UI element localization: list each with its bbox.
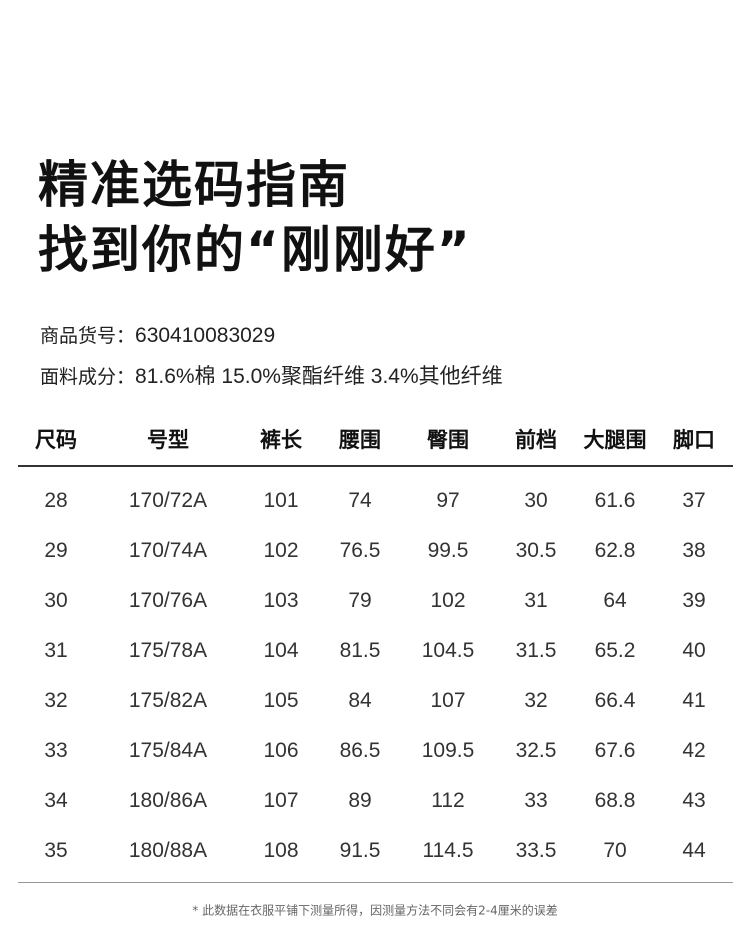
table-cell: 33	[44, 739, 68, 762]
table-cell: 30.5	[515, 539, 557, 562]
table-cell: 175/84A	[128, 739, 208, 762]
table-cell: 170/72A	[128, 489, 208, 512]
fabric-info: 面料成分：81.6%棉 15.0%聚酯纤维 3.4%其他纤维	[40, 366, 503, 387]
sku-label: 商品货号：	[40, 325, 136, 347]
header-divider	[18, 465, 733, 467]
fabric-label: 面料成分：	[40, 366, 136, 388]
table-cell: 33.5	[515, 839, 557, 862]
table-cell: 101	[263, 489, 299, 512]
table-cell: 39	[682, 589, 706, 612]
table-cell: 107	[430, 689, 466, 712]
table-cell: 32	[524, 689, 548, 712]
table-cell: 37	[682, 489, 706, 512]
table-cell: 65.2	[594, 639, 636, 662]
table-cell: 91.5	[339, 839, 381, 862]
table-cell: 70	[603, 839, 627, 862]
table-cell: 109.5	[421, 739, 475, 762]
title-line-2: 找到你的“刚刚好”	[38, 221, 472, 279]
column-header: 脚口	[673, 428, 715, 452]
table-cell: 99.5	[427, 539, 469, 562]
fabric-value: 81.6%棉 15.0%聚酯纤维 3.4%其他纤维	[135, 365, 503, 388]
table-cell: 104.5	[421, 639, 475, 662]
table-cell: 106	[263, 739, 299, 762]
table-cell: 170/76A	[128, 589, 208, 612]
table-cell: 175/82A	[128, 689, 208, 712]
table-cell: 112	[431, 789, 465, 812]
table-cell: 67.6	[594, 739, 636, 762]
table-cell: 30	[44, 589, 68, 612]
measurement-note: * 此数据在衣服平铺下测量所得，因测量方法不同会有2-4厘米的误差	[192, 903, 558, 918]
table-cell: 31.5	[515, 639, 557, 662]
table-cell: 103	[263, 589, 299, 612]
table-cell: 74	[348, 489, 372, 512]
table-cell: 33	[524, 789, 548, 812]
column-header: 号型	[147, 428, 189, 452]
table-cell: 114.5	[422, 839, 474, 862]
title-line-1: 精准选码指南	[38, 156, 350, 214]
table-cell: 42	[682, 739, 706, 762]
table-cell: 32	[44, 689, 68, 712]
table-cell: 35	[44, 839, 68, 862]
table-cell: 43	[682, 789, 706, 812]
table-cell: 31	[524, 589, 548, 612]
table-cell: 31	[44, 639, 68, 662]
table-cell: 180/86A	[128, 789, 208, 812]
table-cell: 102	[430, 589, 466, 612]
column-header: 前档	[515, 428, 557, 452]
table-cell: 97	[436, 489, 460, 512]
table-cell: 32.5	[515, 739, 557, 762]
table-cell: 180/88A	[128, 839, 208, 862]
table-cell: 170/74A	[128, 539, 208, 562]
table-cell: 81.5	[339, 639, 381, 662]
table-cell: 89	[348, 789, 372, 812]
table-cell: 28	[44, 489, 68, 512]
column-header: 尺码	[35, 428, 77, 452]
table-cell: 86.5	[339, 739, 381, 762]
sku-info: 商品货号：630410083029	[40, 325, 275, 346]
column-header: 裤长	[260, 428, 302, 452]
column-header: 腰围	[339, 428, 381, 452]
table-cell: 76.5	[339, 539, 381, 562]
table-cell: 68.8	[594, 789, 636, 812]
column-header: 臀围	[427, 428, 469, 452]
table-cell: 44	[682, 839, 706, 862]
table-cell: 29	[44, 539, 68, 562]
table-cell: 175/78A	[128, 639, 208, 662]
table-cell: 38	[682, 539, 706, 562]
table-bottom-divider	[18, 882, 733, 883]
table-cell: 66.4	[594, 689, 636, 712]
table-cell: 105	[263, 689, 299, 712]
table-cell: 104	[263, 639, 299, 662]
table-cell: 61.6	[594, 489, 636, 512]
table-cell: 102	[263, 539, 299, 562]
column-header: 大腿围	[583, 428, 647, 452]
table-cell: 34	[44, 789, 68, 812]
table-cell: 64	[603, 589, 627, 612]
table-cell: 79	[348, 589, 372, 612]
table-cell: 84	[348, 689, 372, 712]
sku-value: 630410083029	[135, 324, 276, 347]
table-cell: 107	[263, 789, 299, 812]
table-cell: 108	[263, 839, 299, 862]
table-cell: 40	[682, 639, 706, 662]
table-cell: 41	[682, 689, 706, 712]
table-cell: 62.8	[594, 539, 636, 562]
table-cell: 30	[524, 489, 548, 512]
